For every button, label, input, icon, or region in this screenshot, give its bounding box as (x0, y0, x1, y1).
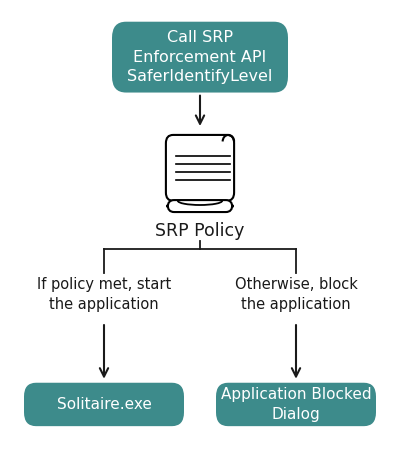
Text: Call SRP
Enforcement API
SaferIdentifyLevel: Call SRP Enforcement API SaferIdentifyLe… (127, 30, 273, 85)
Text: Application Blocked
Dialog: Application Blocked Dialog (221, 387, 371, 422)
FancyBboxPatch shape (166, 135, 234, 201)
Text: Otherwise, block
the application: Otherwise, block the application (234, 277, 358, 313)
Text: SRP Policy: SRP Policy (155, 222, 245, 240)
FancyBboxPatch shape (24, 383, 184, 426)
Text: Solitaire.exe: Solitaire.exe (56, 397, 152, 412)
FancyBboxPatch shape (216, 383, 376, 426)
FancyBboxPatch shape (168, 200, 232, 212)
FancyBboxPatch shape (112, 21, 288, 93)
Text: If policy met, start
the application: If policy met, start the application (37, 277, 171, 313)
